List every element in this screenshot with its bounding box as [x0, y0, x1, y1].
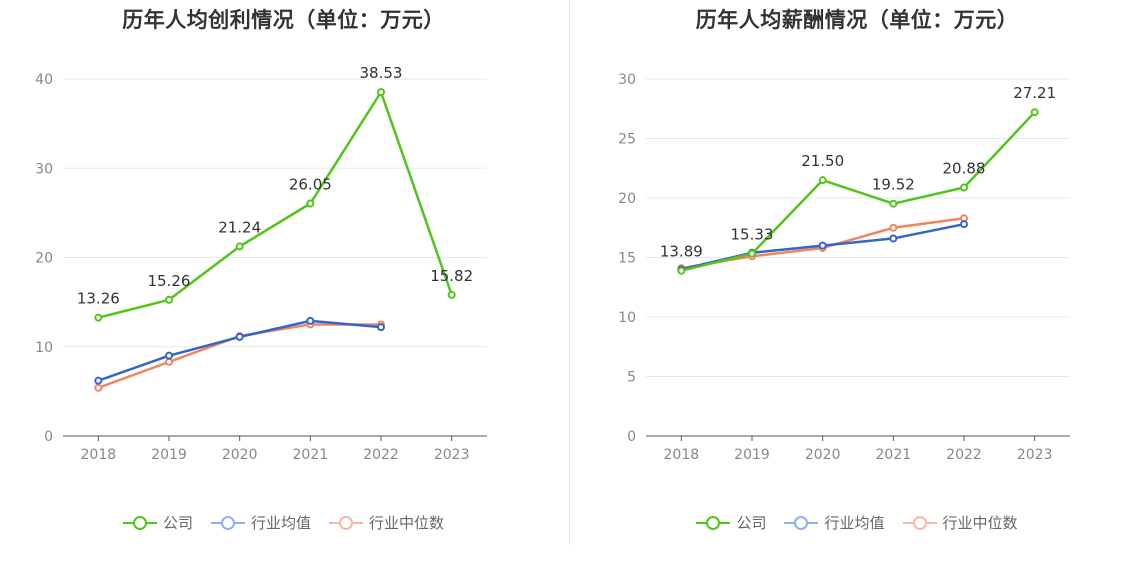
data-point-company	[748, 249, 756, 258]
data-point-company	[165, 295, 173, 304]
data-point-company	[306, 199, 315, 208]
data-label: 20.88	[943, 160, 986, 178]
x-tick-label: 2020	[222, 447, 258, 463]
y-tick-label: 40	[35, 72, 53, 88]
y-tick-label: 15	[618, 251, 636, 267]
y-tick-label: 20	[35, 251, 53, 267]
y-tick-label: 30	[35, 161, 53, 177]
legend-marker-company	[696, 515, 731, 531]
x-tick-label: 2021	[293, 447, 329, 463]
data-point-avg	[235, 332, 244, 341]
data-label: 15.33	[731, 226, 774, 244]
legend-label: 行业中位数	[942, 514, 1018, 532]
legend-label: 行业均值	[250, 514, 311, 532]
data-point-company	[377, 88, 385, 97]
data-point-avg	[306, 316, 315, 325]
data-point-company	[94, 313, 103, 322]
profit-per-capita-chart: 0 10 20 30 40 2018 2019 2020 2021 2022 2023 13.26 15…	[35, 64, 487, 463]
legend-marker-industry-avg	[210, 515, 245, 531]
y-tick-label: 5	[627, 370, 636, 386]
profit-per-capita-panel: 历年人均创利情况（单位：万元） 0 10 20 30 40 2018 2019 2020 202…	[0, 8, 567, 533]
data-point-company	[960, 183, 968, 192]
legend: 公司 行业均值 行业中位数	[0, 512, 567, 533]
data-point-company	[1030, 108, 1039, 117]
x-tick-label: 2019	[151, 447, 187, 463]
legend-label: 公司	[736, 514, 767, 532]
data-label: 26.05	[289, 176, 332, 194]
x-tick-label: 2022	[946, 447, 982, 463]
legend-item-industry-avg[interactable]: 行业均值	[210, 512, 311, 533]
data-point-avg	[889, 234, 898, 243]
salary-per-capita-panel: 历年人均薪酬情况（单位：万元） 0 5 10 15 20 25 30 2018 2019 2020…	[580, 0, 1134, 582]
x-tick-label: 2018	[81, 447, 117, 463]
x-tick-label: 2023	[434, 447, 470, 463]
y-tick-label: 0	[44, 429, 53, 445]
legend-item-industry-avg[interactable]: 行业均值	[784, 512, 885, 533]
legend: 公司 行业均值 行业中位数	[580, 512, 1134, 533]
data-point-median	[165, 357, 173, 366]
data-label: 21.24	[218, 218, 261, 236]
x-tick-label: 2018	[664, 447, 700, 463]
data-point-avg	[960, 220, 968, 229]
data-label: 13.26	[77, 290, 120, 308]
data-label: 21.50	[801, 152, 844, 170]
y-tick-label: 0	[627, 429, 636, 445]
salary-per-capita-chart: 0 5 10 15 20 25 30 2018 2019 2020 2021 2022 2023 13.8…	[618, 72, 1070, 463]
x-tick-label: 2019	[734, 447, 770, 463]
data-point-median	[889, 223, 898, 232]
data-label: 19.52	[872, 176, 915, 194]
data-label: 13.89	[660, 243, 703, 261]
x-tick-label: 2022	[363, 447, 399, 463]
data-point-avg	[94, 376, 103, 385]
data-label: 27.21	[1013, 84, 1056, 102]
data-label: 38.53	[360, 64, 403, 82]
legend-marker-industry-avg	[784, 515, 819, 531]
legend-marker-industry-median	[329, 515, 363, 531]
y-tick-label: 25	[618, 132, 636, 148]
data-point-avg	[818, 241, 827, 250]
legend-marker-industry-median	[902, 515, 937, 531]
legend-item-industry-median[interactable]: 行业中位数	[329, 512, 444, 533]
data-point-company	[818, 176, 827, 185]
chart-title: 历年人均创利情况（单位：万元）	[122, 8, 445, 32]
data-point-avg	[377, 323, 385, 332]
series-line-company	[681, 111, 1036, 272]
chart-title: 历年人均薪酬情况（单位：万元）	[695, 8, 1019, 32]
legend-item-industry-median[interactable]: 行业中位数	[902, 512, 1018, 533]
y-tick-label: 10	[618, 310, 636, 326]
series-line-company	[98, 90, 453, 319]
panel-divider	[569, 0, 570, 545]
data-label: 15.82	[430, 267, 473, 285]
legend-label: 公司	[162, 514, 193, 532]
y-tick-label: 10	[35, 340, 53, 356]
x-tick-label: 2021	[876, 447, 912, 463]
data-label: 15.26	[148, 272, 191, 290]
y-tick-label: 20	[618, 191, 636, 207]
data-point-median	[94, 383, 103, 392]
legend-label: 行业中位数	[369, 514, 445, 532]
legend-item-company[interactable]: 公司	[122, 512, 193, 533]
legend-marker-company	[122, 515, 157, 531]
x-tick-label: 2020	[805, 447, 841, 463]
data-point-company	[447, 290, 456, 299]
data-point-company	[677, 266, 686, 275]
y-tick-label: 30	[618, 72, 636, 88]
data-point-company	[889, 199, 898, 208]
x-tick-label: 2023	[1017, 447, 1053, 463]
data-point-company	[235, 242, 244, 251]
data-point-avg	[165, 351, 173, 360]
legend-item-company[interactable]: 公司	[696, 512, 766, 533]
legend-label: 行业均值	[824, 514, 885, 532]
